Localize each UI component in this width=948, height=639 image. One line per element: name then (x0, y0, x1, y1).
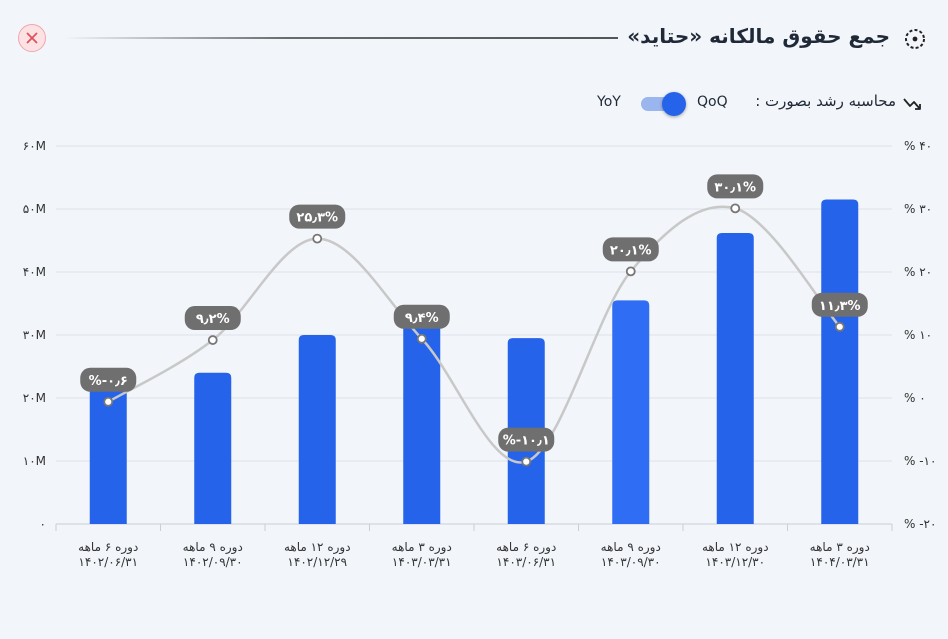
chart-header: جمع حقوق مالکانه «حتاید» (0, 0, 948, 76)
growth-point (730, 203, 741, 214)
bar (194, 372, 232, 524)
growth-data-label: ۳۰٫۱% (714, 180, 756, 195)
x-tick-label: دوره ۹ ماهه ۱۴۰۲/۰۹/۳۰ (183, 540, 243, 569)
growth-badge (289, 204, 346, 229)
growth-data-label: %-۰٫۶ (89, 374, 128, 389)
toggle-knob[interactable] (662, 92, 686, 116)
growth-point (521, 456, 532, 467)
x-tick-label: دوره ۹ ماهه ۱۴۰۳/۰۹/۳۰ (601, 540, 661, 569)
y-right-tick-label: % ۴۰ (904, 139, 932, 153)
growth-data-label: ۲۰٫۱% (610, 243, 652, 258)
title-divider (64, 37, 618, 39)
trend-arrow-icon (903, 98, 921, 110)
growth-data-label: ۹٫۲% (196, 312, 230, 327)
bar (89, 385, 127, 524)
bar (821, 199, 859, 525)
x-tick-label: دوره ۱۲ ماهه ۱۴۰۳/۱۲/۳۰ (702, 540, 769, 569)
y-right-tick-label: % -۱۰ (904, 454, 936, 468)
y-right-tick-label: % -۲۰ (904, 517, 936, 531)
x-tick-label: دوره ۶ ماهه ۱۴۰۳/۰۶/۳۱ (496, 540, 556, 569)
chart-title: جمع حقوق مالکانه «حتاید» (627, 24, 890, 48)
growth-data-label: %-۱۰٫۱ (503, 434, 550, 449)
growth-badge (80, 367, 137, 392)
target-icon (905, 29, 925, 49)
y-left-tick-label: ۵۰M (23, 202, 46, 216)
growth-point (834, 321, 845, 332)
growth-mode-toggle[interactable] (641, 92, 686, 116)
combo-chart: ۰ ۱۰M ۲۰M ۳۰M ۴۰M ۵۰M ۶۰M % -۲۰ % -۱۰ % ۰ % ۱۰ % ۲۰… (23, 139, 937, 569)
y-right-tick-label: % ۱۰ (904, 328, 932, 342)
growth-mode-label: محاسبه رشد بصورت : (755, 92, 896, 110)
growth-point (103, 396, 114, 407)
growth-point (416, 333, 427, 344)
qoq-option-label[interactable]: QoQ (697, 94, 728, 110)
y-left-tick-label: ۲۰M (23, 391, 46, 405)
growth-point (312, 233, 323, 244)
y-left-tick-label: ۱۰M (23, 454, 46, 468)
yoy-option-label[interactable]: YoY (597, 94, 621, 110)
growth-badge (602, 237, 659, 262)
growth-point (207, 335, 218, 345)
y-left-tick-label: ۴۰M (23, 265, 46, 279)
y-right-tick-label: % ۰ (904, 391, 926, 405)
close-icon (26, 32, 38, 44)
growth-badge (393, 304, 450, 329)
close-button[interactable] (18, 24, 46, 52)
bar (716, 232, 754, 524)
y-left-tick-label: ۳۰M (23, 328, 46, 342)
x-tick-label: دوره ۳ ماهه ۱۴۰۳/۰۳/۳۱ (392, 540, 452, 569)
y-right-tick-label: % ۳۰ (904, 202, 932, 216)
x-tick-label: دوره ۳ ماهه ۱۴۰۴/۰۳/۳۱ (810, 540, 870, 569)
bar (403, 322, 441, 524)
growth-badge (498, 427, 555, 452)
growth-badge (184, 306, 241, 331)
growth-badge (707, 174, 764, 199)
y-left-tick-label: ۰ (40, 517, 46, 531)
x-tick-label: دوره ۶ ماهه ۱۴۰۲/۰۶/۳۱ (78, 540, 138, 569)
growth-data-label: ۹٫۴% (405, 311, 439, 326)
growth-point (625, 266, 636, 277)
bar (612, 300, 650, 524)
growth-data-label: ۱۱٫۳% (819, 299, 861, 314)
bar (298, 335, 336, 524)
y-left-tick-label: ۶۰M (23, 139, 46, 153)
growth-badge (811, 292, 868, 317)
x-tick-label: دوره ۱۲ ماهه ۱۴۰۲/۱۲/۲۹ (284, 540, 351, 569)
y-right-tick-label: % ۲۰ (904, 265, 932, 279)
growth-data-label: ۲۵٫۳% (296, 211, 338, 226)
